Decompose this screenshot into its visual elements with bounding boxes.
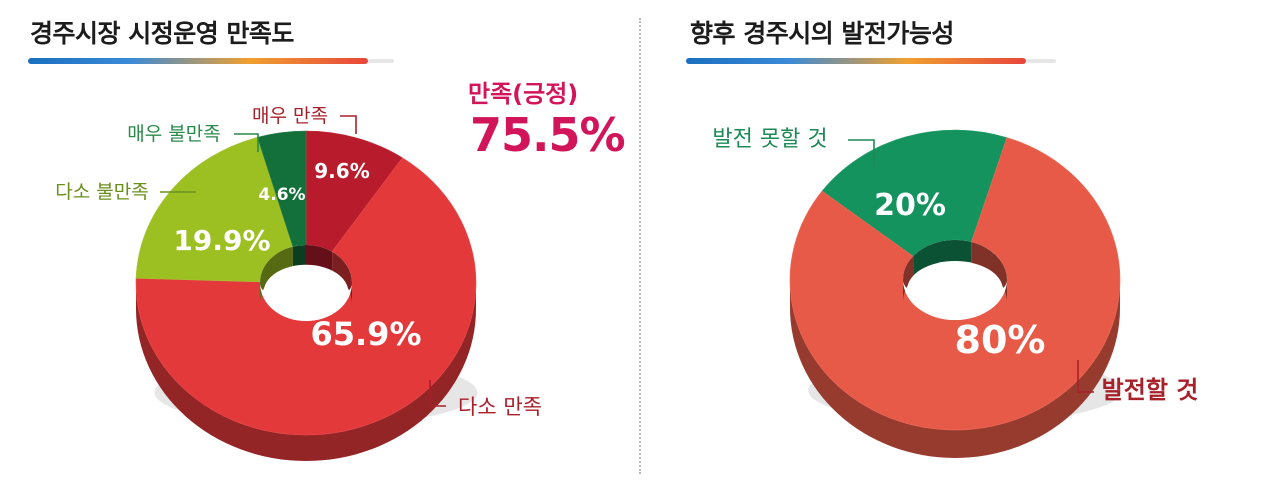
hole-wall xyxy=(292,245,306,268)
callout-somewhat-satisfied: 다소 만족 xyxy=(458,395,542,419)
leader-very-dissatisfied xyxy=(234,133,259,152)
hole-floor xyxy=(263,264,349,320)
value-label-develop: 80% xyxy=(955,318,1046,362)
value-label-very-dissatisfied: 4.6% xyxy=(258,185,305,205)
value-label-very-satisfied: 9.6% xyxy=(314,159,369,183)
callout-not-develop: 발전 못할 것 xyxy=(712,127,827,152)
hole-wall xyxy=(913,239,972,279)
donut-chart-1 xyxy=(789,129,1122,458)
callout-somewhat-dissatisfied: 다소 불만족 xyxy=(55,181,148,203)
leader-somewhat-satisfied xyxy=(429,380,446,407)
positive-total-value: 75.5% xyxy=(470,108,626,162)
title-underline-tail xyxy=(368,59,394,63)
hole-floor xyxy=(907,261,1003,319)
title-underline-tail xyxy=(1026,59,1056,63)
callout-develop: 발전할 것 xyxy=(1102,376,1199,404)
positive-total-label: 만족(긍정) xyxy=(468,80,579,108)
left-panel: 경주시장 시정운영 만족도 만족(긍정) 75.5% xyxy=(28,19,626,162)
right-panel: 향후 경주시의 발전가능성 xyxy=(640,0,1280,490)
leader-not-develop xyxy=(848,139,875,166)
title-underline xyxy=(686,58,1026,64)
donut-chart-0 xyxy=(135,130,478,461)
chart-title-satisfaction: 경주시장 시정운영 만족도 xyxy=(30,19,294,48)
callout-very-satisfied: 매우 만족 xyxy=(252,105,328,127)
leader-develop xyxy=(1077,360,1094,393)
value-label-somewhat-dissatisfied: 19.9% xyxy=(173,224,270,257)
value-label-somewhat-satisfied: 65.9% xyxy=(310,315,421,353)
leader-very-satisfied xyxy=(340,115,357,134)
hole-wall xyxy=(332,251,352,304)
slice-wall xyxy=(136,283,476,461)
callout-very-dissatisfied: 매우 불만족 xyxy=(127,123,220,145)
value-label-not-develop: 20% xyxy=(874,188,946,223)
hole-wall xyxy=(903,256,914,303)
panel-divider xyxy=(639,18,641,474)
title-underline xyxy=(28,58,368,64)
chart-title-development: 향후 경주시의 발전가능성 xyxy=(690,19,954,48)
slice-wall xyxy=(790,280,1120,458)
